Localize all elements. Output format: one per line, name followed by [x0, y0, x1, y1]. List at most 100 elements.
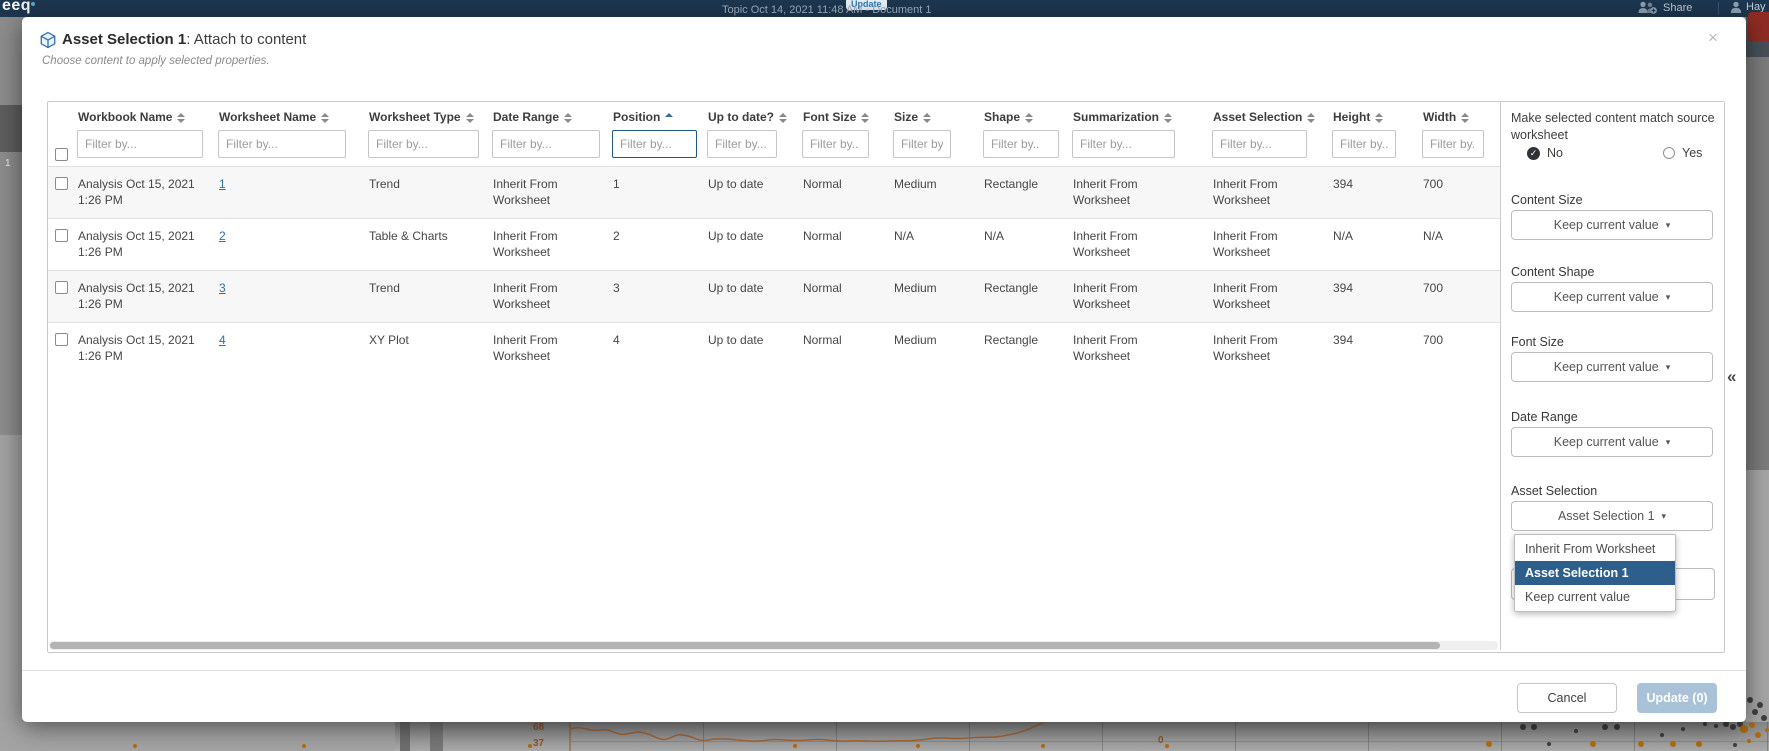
- filter-input-workbook[interactable]: [77, 130, 203, 158]
- table-header-row: Workbook Name Worksheet Name Worksheet Typ…: [48, 102, 1498, 130]
- column-header-label: Summarization: [1073, 110, 1160, 124]
- filter-input-position[interactable]: [612, 130, 697, 158]
- table-row[interactable]: Analysis Oct 15, 2021 1:26 PM 2 Table & Ch…: [48, 218, 1500, 270]
- asset-selection-dropdown-menu: Inherit From Worksheet Asset Selection 1 K…: [1514, 534, 1676, 612]
- radio-selected-icon: ✓: [1527, 146, 1540, 160]
- column-header-width[interactable]: Width: [1416, 102, 1498, 130]
- select-all-checkbox[interactable]: [55, 148, 68, 161]
- field-label-date-range: Date Range: [1511, 410, 1578, 424]
- cell-font_size: Normal: [796, 271, 887, 322]
- column-header-position[interactable]: Position: [606, 102, 701, 130]
- filter-input-summarization[interactable]: [1072, 130, 1175, 158]
- column-header-label: Font Size: [803, 110, 857, 124]
- worksheet-link[interactable]: 3: [219, 281, 226, 295]
- share-people-icon: [1638, 1, 1657, 14]
- column-header-label: Height: [1333, 110, 1371, 124]
- update-chip[interactable]: Update: [846, 0, 887, 10]
- cell-position: 1: [606, 167, 701, 218]
- column-header-size[interactable]: Size: [887, 102, 977, 130]
- dropdown-date-range[interactable]: Keep current value ▾: [1511, 427, 1713, 457]
- filter-input-shape[interactable]: [983, 130, 1059, 158]
- background-trend-line: [569, 722, 1047, 751]
- row-checkbox[interactable]: [55, 333, 68, 346]
- dropdown-menu-item[interactable]: Asset Selection 1: [1515, 561, 1675, 585]
- cell-position: 2: [606, 219, 701, 270]
- filter-input-width[interactable]: [1422, 130, 1484, 158]
- table-row[interactable]: Analysis Oct 15, 2021 1:26 PM 4 XY Plot Inh…: [48, 322, 1500, 374]
- worksheet-link[interactable]: 1: [219, 177, 226, 191]
- cell-font_size: Normal: [796, 219, 887, 270]
- dropdown-asset-selection[interactable]: Asset Selection 1 ▾: [1511, 501, 1713, 531]
- column-header-label: Worksheet Type: [369, 110, 461, 124]
- filter-input-asset_selection[interactable]: [1212, 130, 1307, 158]
- filter-input-up_to_date[interactable]: [707, 130, 777, 158]
- column-header-worksheet[interactable]: Worksheet Name: [212, 102, 362, 130]
- dropdown-menu-item[interactable]: Inherit From Worksheet: [1525, 542, 1656, 556]
- sort-both-icon: [321, 113, 330, 123]
- dropdown-content-size[interactable]: Keep current value ▾: [1511, 210, 1713, 240]
- cell-text: 700: [1423, 281, 1444, 295]
- cell-size: N/A: [887, 219, 977, 270]
- close-icon[interactable]: ×: [1708, 28, 1718, 47]
- column-header-up_to_date[interactable]: Up to date?: [701, 102, 796, 130]
- cancel-button[interactable]: Cancel: [1517, 683, 1617, 713]
- select-all-cell: [48, 130, 71, 166]
- column-header-height[interactable]: Height: [1326, 102, 1416, 130]
- chart-axis-label: 0: [1158, 735, 1164, 746]
- filter-input-height[interactable]: [1332, 130, 1396, 158]
- table-row[interactable]: Analysis Oct 15, 2021 1:26 PM 1 Trend Inher…: [48, 166, 1500, 218]
- row-checkbox[interactable]: [55, 281, 68, 294]
- column-header-type[interactable]: Worksheet Type: [362, 102, 486, 130]
- filter-input-worksheet[interactable]: [218, 130, 346, 158]
- column-header-asset_selection[interactable]: Asset Selection: [1206, 102, 1326, 130]
- radio-label: Yes: [1682, 146, 1703, 160]
- column-header-label: Date Range: [493, 110, 560, 124]
- column-header-label: Workbook Name: [78, 110, 173, 124]
- cell-size: Medium: [887, 271, 977, 322]
- column-header-summarization[interactable]: Summarization: [1066, 102, 1206, 130]
- radio-option-no[interactable]: ✓ No: [1527, 146, 1563, 160]
- cell-text: Normal: [803, 177, 842, 191]
- update-button[interactable]: Update (0): [1637, 683, 1717, 713]
- cell-text: 394: [1333, 281, 1354, 295]
- caret-down-icon: ▾: [1665, 436, 1671, 447]
- column-header-font_size[interactable]: Font Size: [796, 102, 887, 130]
- dropdown-font-size[interactable]: Keep current value ▾: [1511, 352, 1713, 382]
- column-header-workbook[interactable]: Workbook Name: [71, 102, 212, 130]
- filter-input-size[interactable]: [893, 130, 951, 158]
- column-header-shape[interactable]: Shape: [977, 102, 1066, 130]
- cell-asset_selection: Inherit From Worksheet: [1206, 323, 1326, 374]
- user-menu[interactable]: Hay: [1730, 1, 1766, 13]
- row-checkbox[interactable]: [55, 177, 68, 190]
- cell-text: N/A: [1333, 229, 1354, 243]
- column-header-label: Asset Selection: [1213, 110, 1303, 124]
- cell-font_size: Normal: [796, 323, 887, 374]
- row-checkbox[interactable]: [55, 229, 68, 242]
- dropdown-menu-item[interactable]: Keep current value: [1525, 590, 1630, 604]
- field-label-content-shape: Content Shape: [1511, 265, 1595, 279]
- dropdown-content-shape[interactable]: Keep current value ▾: [1511, 282, 1713, 312]
- cell-date_range: Inherit From Worksheet: [486, 323, 606, 374]
- filter-input-type[interactable]: [368, 130, 479, 158]
- column-header-date_range[interactable]: Date Range: [486, 102, 606, 130]
- collapse-panel-chevron-icon[interactable]: «: [1727, 367, 1737, 386]
- cell-height: 394: [1326, 271, 1416, 322]
- table-row[interactable]: Analysis Oct 15, 2021 1:26 PM 3 Trend Inher…: [48, 270, 1500, 322]
- sort-both-icon: [779, 113, 787, 123]
- filter-input-font_size[interactable]: [802, 130, 869, 158]
- cell-text: 3: [613, 281, 620, 295]
- share-button[interactable]: Share: [1638, 1, 1692, 14]
- modal-title-rest: : Attach to content: [186, 31, 307, 48]
- sort-both-icon: [861, 113, 870, 123]
- worksheet-link[interactable]: 4: [219, 333, 226, 347]
- cell-text: N/A: [984, 229, 1005, 243]
- content-table: Workbook Name Worksheet Name Worksheet Typ…: [48, 102, 1501, 650]
- cell-text: Rectangle: [984, 281, 1039, 295]
- sort-both-icon: [923, 113, 932, 123]
- radio-option-yes[interactable]: Yes: [1663, 146, 1702, 160]
- cell-type: Trend: [362, 167, 486, 218]
- cell-text: Inherit From Worksheet: [493, 333, 558, 363]
- horizontal-scrollbar-thumb[interactable]: [50, 642, 1440, 649]
- filter-input-date_range[interactable]: [492, 130, 600, 158]
- worksheet-link[interactable]: 2: [219, 229, 226, 243]
